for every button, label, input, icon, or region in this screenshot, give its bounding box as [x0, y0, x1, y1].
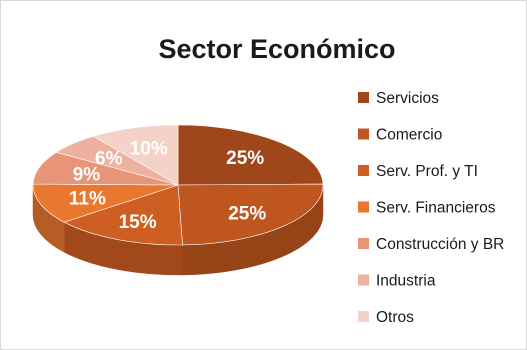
legend-swatch-0 [358, 92, 369, 103]
pie-slice-0 [177, 124, 324, 186]
slice-label-4: 9% [73, 164, 101, 185]
legend-swatch-1 [358, 128, 369, 140]
pie-slice-2 [63, 184, 183, 246]
slice-label-0: 25% [226, 148, 264, 169]
pie-slice-3 [32, 183, 179, 223]
slice-label-6: 10% [130, 138, 168, 159]
legend-label-2: Serv. Prof. y TI [376, 163, 478, 180]
legend-swatch-3 [358, 201, 369, 213]
legend-label-4: Construcción y BR [376, 236, 504, 253]
legend-label-0: Servicios [376, 90, 439, 107]
slice-label-3: 11% [69, 189, 106, 210]
pie-tops [32, 124, 324, 246]
legend-swatch-4 [358, 238, 369, 249]
legend-label-3: Serv. Financieros [376, 200, 496, 217]
legend-label-6: Otros [376, 309, 414, 326]
legend-label-5: Industria [376, 273, 436, 290]
pie-labels: 25% 25% 15% 11% 9%6% 10% [69, 138, 266, 233]
pie-slice-4 [32, 152, 179, 186]
legend-swatch-2 [358, 165, 369, 176]
slice-label-5: 6% [95, 149, 123, 170]
legend-swatch-5 [358, 274, 369, 286]
legend: Servicios Comercio Serv. Prof. y TI Serv. F… [358, 90, 504, 326]
chart-title: Sector Económico [158, 34, 395, 64]
legend-swatch-6 [358, 311, 369, 322]
pie-slice-6 [92, 124, 179, 186]
slice-label-2: 15% [119, 212, 157, 233]
slice-label-1: 25% [228, 203, 266, 224]
pie-slice-1 [177, 183, 324, 246]
legend-label-1: Comercio [376, 127, 442, 144]
